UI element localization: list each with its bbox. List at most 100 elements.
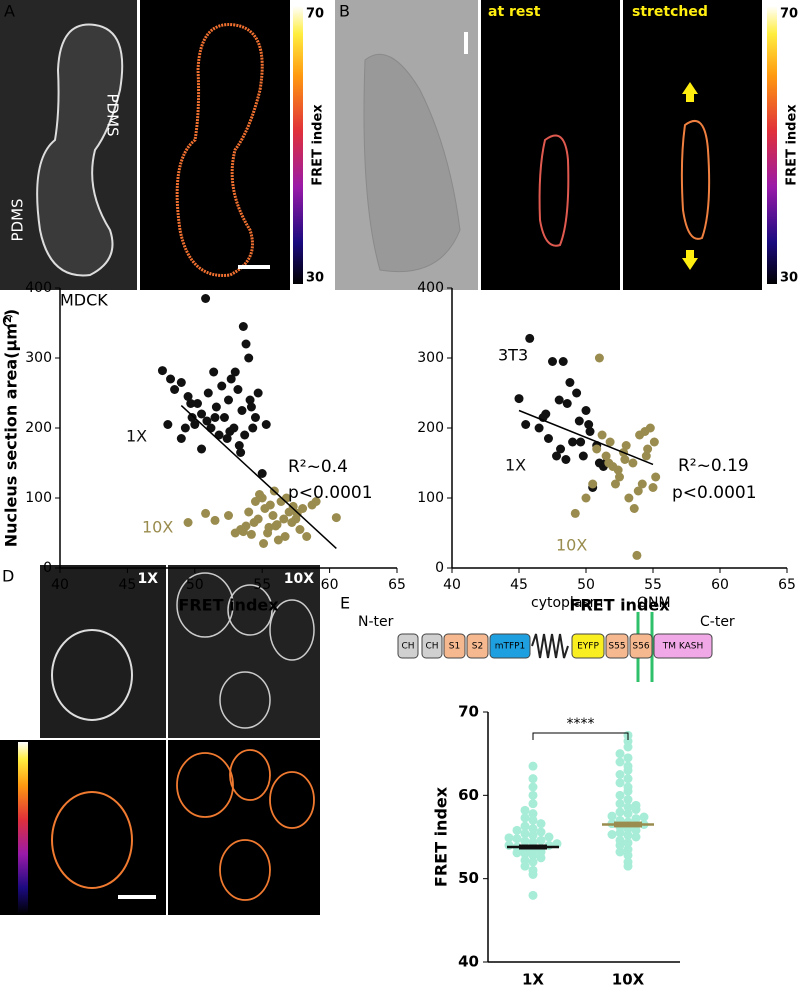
y-tick-label: 60 — [458, 786, 479, 804]
colorbar-label: FRET index — [4, 800, 14, 857]
point — [183, 518, 193, 527]
point — [615, 472, 624, 482]
point — [649, 437, 659, 447]
panel-label: E — [340, 594, 350, 613]
point — [190, 420, 200, 429]
point — [520, 821, 530, 831]
chart-title: 3T3 — [498, 346, 528, 365]
point — [561, 455, 571, 464]
point — [637, 479, 647, 489]
point — [197, 444, 207, 454]
point — [187, 413, 197, 422]
point — [166, 374, 176, 384]
point — [273, 535, 283, 545]
point — [584, 420, 594, 429]
point — [528, 774, 538, 784]
point — [604, 458, 614, 468]
x-axis-label: FRET index — [178, 596, 279, 615]
panel-label: C — [2, 312, 13, 331]
domain — [653, 633, 713, 659]
scale-bar — [464, 32, 468, 54]
point — [623, 802, 633, 812]
x-tick-label: 40 — [443, 577, 461, 593]
fret-image — [623, 0, 762, 290]
point — [237, 406, 247, 415]
point — [192, 399, 202, 408]
point — [615, 835, 625, 845]
domain-label: CH — [425, 642, 438, 652]
point — [615, 770, 625, 779]
panel-label: B — [339, 2, 350, 21]
point — [643, 444, 653, 454]
point — [633, 486, 643, 496]
x-tick-label: 40 — [51, 577, 69, 593]
point — [257, 469, 267, 478]
point — [250, 413, 260, 422]
x-tick-label: 65 — [388, 577, 406, 593]
colorbar-max: 70 — [0, 743, 12, 758]
annotation: R²~0.19 — [678, 456, 749, 476]
colorbar-label: FRET index — [311, 104, 326, 186]
point — [615, 778, 625, 788]
annotation: p<0.0001 — [672, 483, 757, 503]
diagram-label: ONM — [637, 595, 671, 611]
point — [245, 395, 255, 405]
point — [259, 539, 269, 548]
point — [620, 455, 630, 464]
point — [581, 406, 591, 415]
point — [331, 513, 341, 523]
y-tick-label: 200 — [25, 420, 52, 436]
point — [592, 444, 602, 454]
point — [170, 385, 180, 394]
fret-outline — [51, 791, 133, 889]
fret-outlines — [176, 749, 315, 901]
domain-label: CH — [401, 642, 414, 652]
micrograph — [168, 565, 320, 738]
colorbar-label: FRET index — [785, 104, 800, 186]
scale-bar — [118, 895, 156, 899]
point — [556, 444, 566, 454]
y-tick-label: 400 — [417, 280, 444, 296]
point — [554, 395, 564, 405]
y-axis-label: FRET index — [432, 786, 451, 887]
point — [197, 409, 207, 419]
point — [244, 507, 254, 517]
y-tick-label: 100 — [417, 490, 444, 506]
point — [565, 378, 575, 387]
point — [534, 423, 544, 433]
point — [238, 527, 248, 537]
point — [639, 812, 649, 822]
domain — [421, 633, 443, 659]
domain-label: mTFP1 — [495, 642, 526, 652]
point — [240, 430, 250, 440]
point — [210, 413, 220, 422]
point — [528, 790, 538, 800]
point — [544, 832, 554, 842]
point — [211, 402, 221, 412]
colorbar-max: 70 — [780, 7, 798, 22]
colorbar-max: 70 — [306, 7, 324, 22]
point — [597, 430, 607, 440]
point — [230, 367, 240, 377]
point — [623, 845, 633, 854]
point — [651, 472, 661, 482]
point — [610, 479, 620, 489]
colorbar-min: 30 — [0, 901, 12, 916]
point — [528, 782, 538, 792]
point — [632, 550, 642, 560]
point — [186, 399, 196, 408]
point — [641, 451, 651, 461]
point — [233, 385, 243, 394]
point — [219, 413, 229, 422]
point — [163, 420, 173, 429]
point — [623, 809, 633, 819]
sem-bar — [614, 821, 642, 828]
point — [201, 508, 211, 518]
point — [631, 800, 641, 810]
point — [302, 532, 312, 541]
y-tick-label: 300 — [25, 350, 52, 366]
point — [581, 493, 591, 503]
image-label: 10X — [284, 571, 314, 587]
series-label: 1X — [505, 456, 526, 475]
image-label: stretched — [632, 4, 708, 20]
